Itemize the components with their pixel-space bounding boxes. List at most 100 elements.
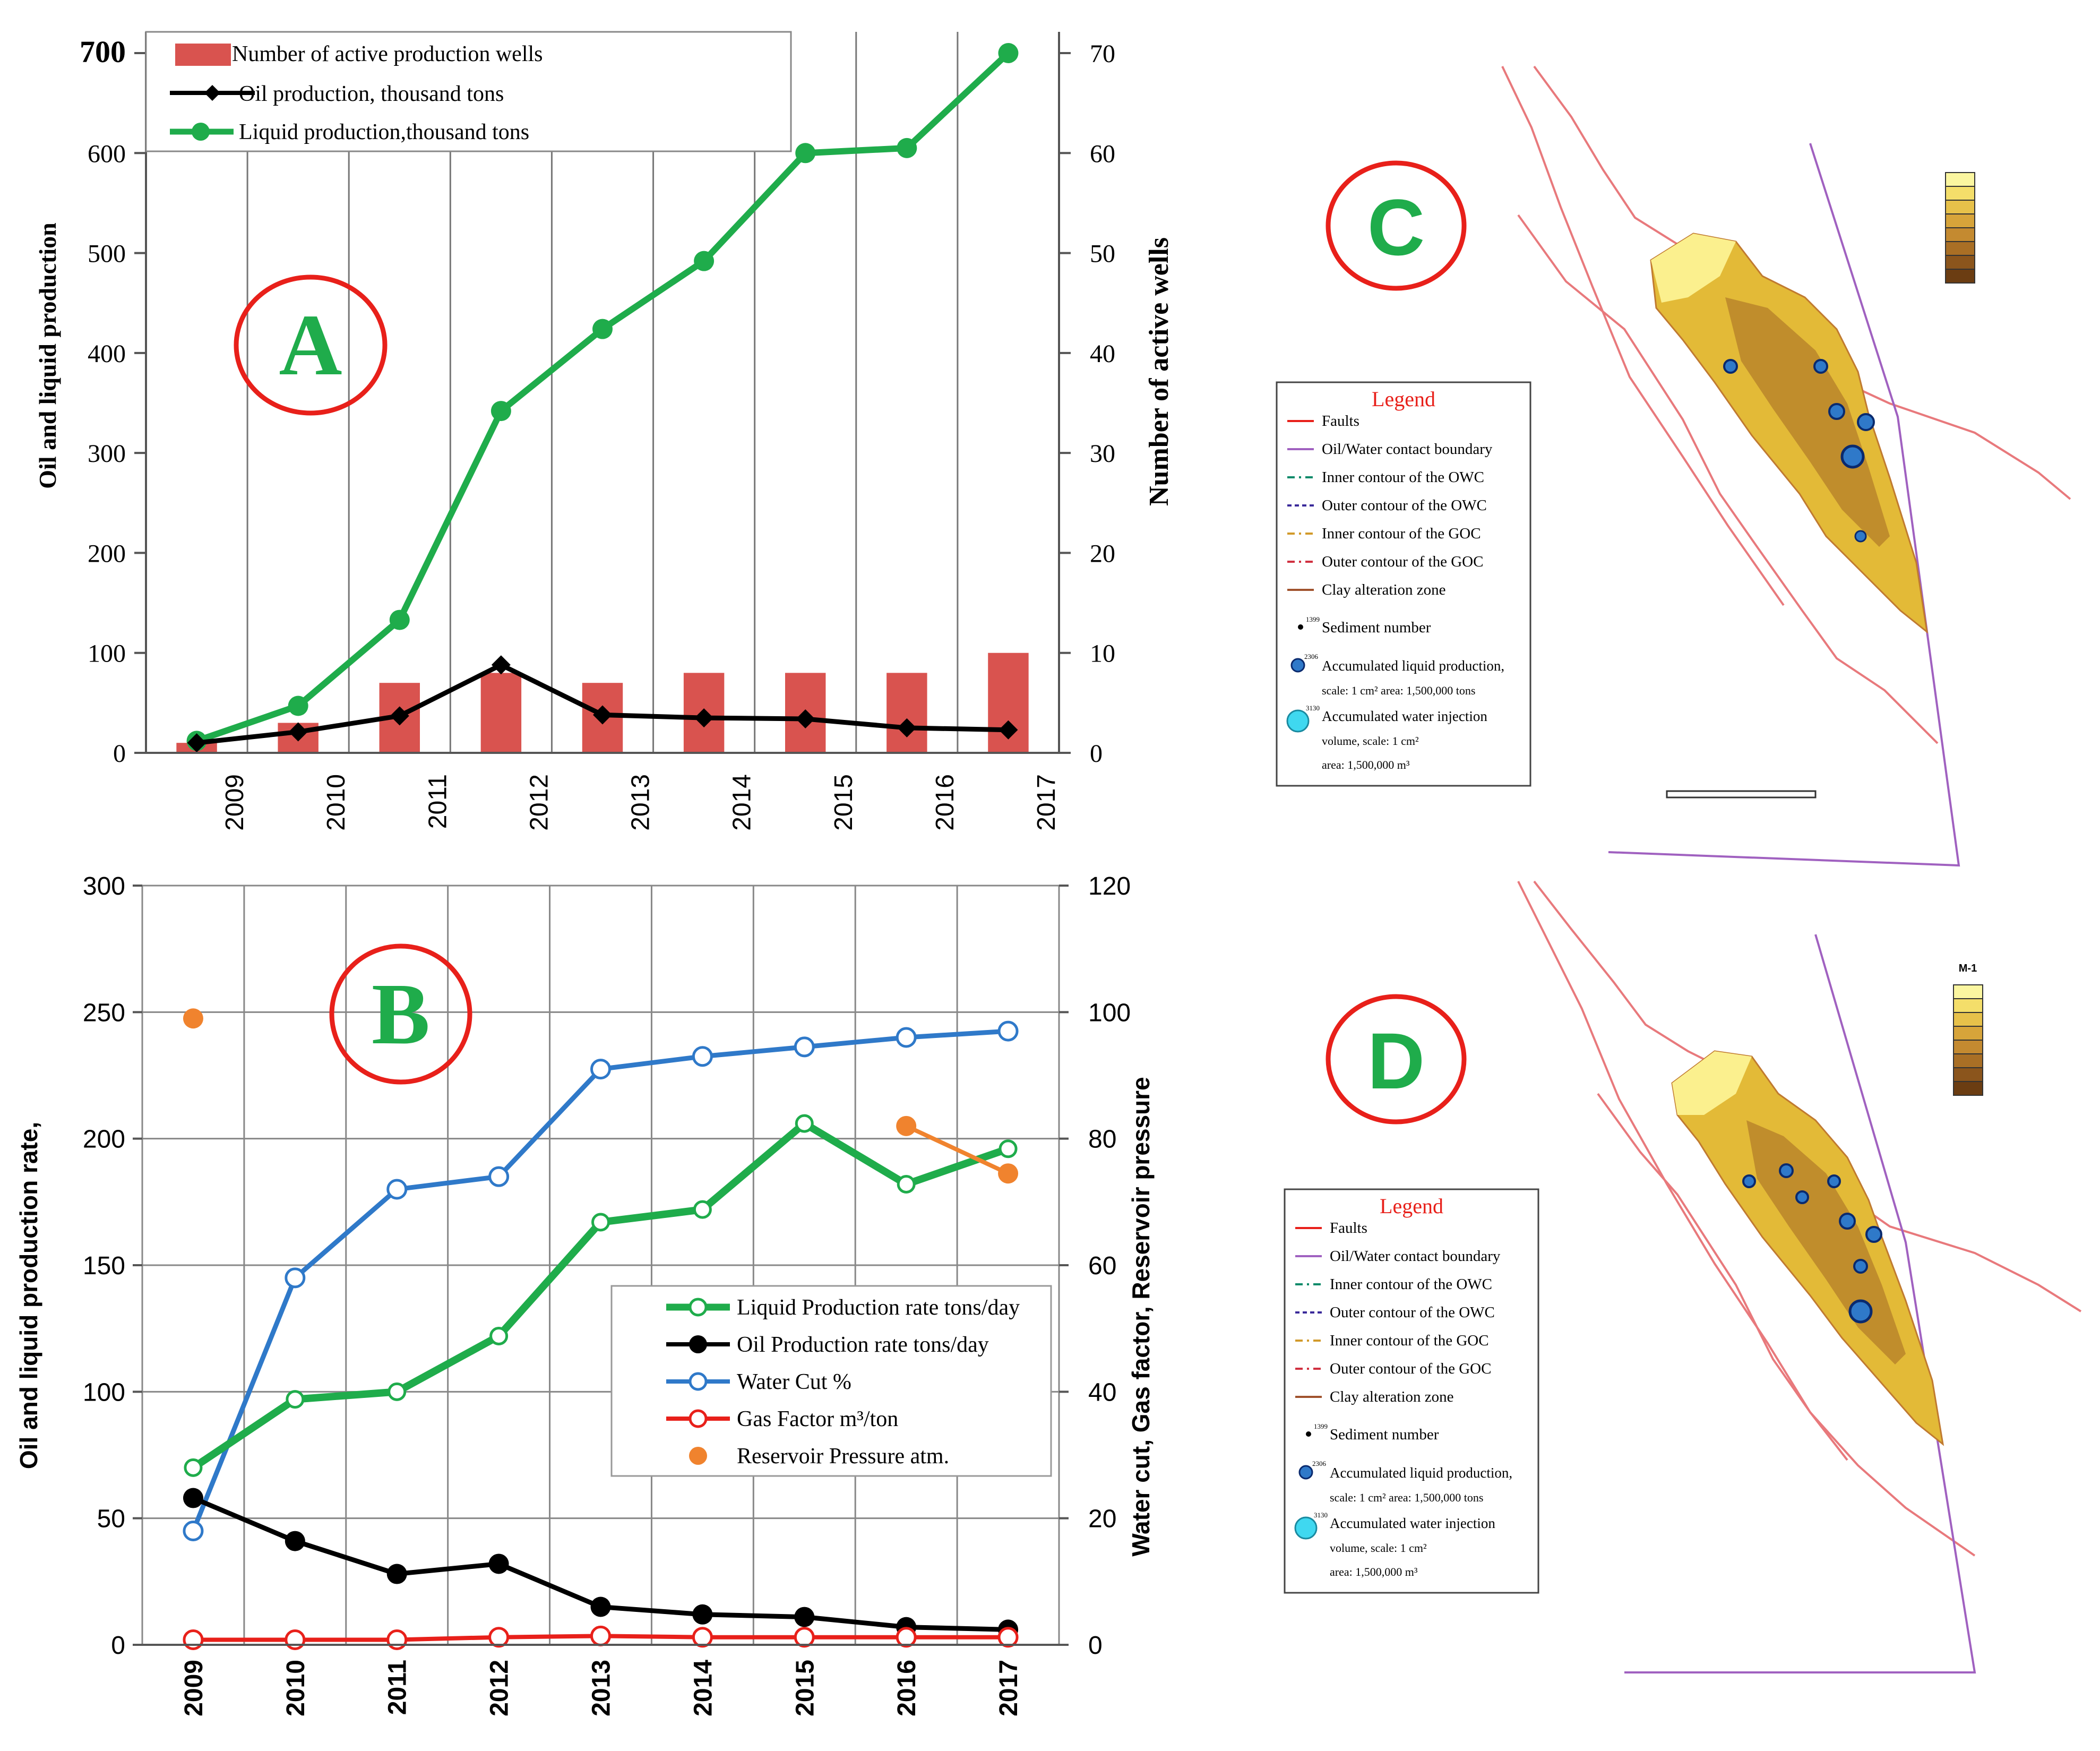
y-left-tick-label: 700	[80, 35, 126, 69]
x-tick-label: 2013	[627, 774, 655, 831]
y-right-tick-label: 40	[1088, 1378, 1116, 1406]
chart-b-legend: Liquid Production rate tons/day Oil Produ…	[610, 1285, 1052, 1477]
y-right-tick-label: 100	[1088, 999, 1131, 1027]
legend-code: 2306	[1312, 1460, 1327, 1467]
panel-label-c-circle	[1326, 160, 1467, 291]
map-d-fault-line	[1597, 1093, 1976, 1557]
point-liquid-production	[897, 138, 917, 158]
chart-a-y-right-label: Number of active wells	[1144, 237, 1174, 506]
x-tick-label: 2014	[689, 1660, 717, 1716]
legend-label: Outer contour of the OWC	[1330, 1304, 1495, 1321]
point-oil-rate	[590, 1596, 611, 1617]
map-d-deposit-edge	[1672, 1051, 1752, 1115]
legend-label: Accumulated water injection	[1322, 708, 1487, 724]
legend-code: 1399	[1306, 615, 1320, 623]
point-water-cut	[794, 1036, 815, 1058]
y-right-tick-label: 120	[1088, 872, 1131, 900]
chart-a-axes: 0 100 200 300 400 500 600 700 0 10 20 30 40 50 60 70 200…	[80, 32, 1115, 831]
point-oil-production	[694, 708, 714, 728]
y-right-tick-label: 0	[1088, 1632, 1103, 1660]
y-left-tick-label: 0	[111, 1632, 125, 1660]
point-oil-rate	[692, 1604, 713, 1625]
map-c-owc-boundary	[1608, 143, 1960, 867]
chart-b: 0 50 100 150 200 250 300 0 20 40 60 80 100 120 2009 201…	[15, 872, 1155, 1716]
panel-label-b-circle	[329, 943, 472, 1085]
chart-a-legend: Number of active production wells Oil pro…	[145, 31, 792, 152]
legend-label: area: 1,500,000 m³	[1322, 758, 1410, 771]
point-water-cut	[488, 1166, 510, 1187]
point-oil-production	[593, 705, 612, 725]
legend-label: Sediment number	[1330, 1426, 1439, 1443]
point-gas-factor	[590, 1625, 611, 1646]
y-right-tick-label: 0	[1090, 740, 1103, 768]
chart-a: 0 100 200 300 400 500 600 700 0 10 20 30 40 50 60 70 200…	[34, 31, 1174, 831]
y-left-tick-label: 600	[88, 140, 126, 168]
point-gas-factor	[692, 1627, 713, 1648]
x-tick-label: 2012	[486, 1660, 514, 1716]
map-c-well	[1840, 444, 1865, 469]
y-left-tick-label: 300	[83, 872, 125, 900]
series-reservoir-pressure-line	[905, 1124, 1009, 1175]
y-left-tick-label: 400	[88, 340, 126, 368]
y-left-tick-label: 500	[88, 240, 126, 268]
legend-marker	[688, 1409, 708, 1428]
map-c: C Legend Faults Oil/Water contact boundary…	[1276, 65, 2071, 867]
y-left-tick-label: 200	[88, 539, 126, 568]
chart-b-y-left-label: Oil and liquid production rate,	[15, 1122, 42, 1469]
map-c-fault-line	[1517, 214, 1939, 744]
panel-label-a-circle	[234, 274, 388, 416]
legend-marker-oil	[204, 85, 220, 101]
chart-b-axes: 0 50 100 150 200 250 300 0 20 40 60 80 100 120 2009 201…	[83, 872, 1131, 1716]
legend-box	[1276, 381, 1531, 787]
map-d: M-1 D Legend Faults Oil/Water contact boun…	[1284, 880, 2082, 1673]
point-water-cut	[692, 1046, 713, 1067]
point-gas-factor	[183, 1629, 204, 1650]
map-d-owc-boundary	[1624, 934, 1976, 1673]
legend-label: Liquid production,thousand tons	[239, 120, 529, 144]
y-right-tick-label: 70	[1090, 40, 1115, 68]
panel-label-a: A	[279, 296, 342, 393]
x-tick-label: 2010	[282, 1660, 310, 1716]
x-tick-label: 2016	[893, 1660, 921, 1716]
y-left-tick-label: 200	[83, 1126, 125, 1154]
x-tick-label: 2012	[525, 774, 553, 831]
point-liquid-rate	[795, 1114, 814, 1133]
map-d-scale-title: M-1	[1959, 963, 1977, 974]
x-tick-label: 2015	[791, 1660, 819, 1716]
legend-label: Inner contour of the GOC	[1322, 525, 1481, 542]
legend-label: Faults	[1322, 413, 1359, 430]
legend-label: Outer contour of the GOC	[1322, 553, 1483, 570]
x-tick-label: 2009	[221, 774, 249, 831]
panel-label-c: C	[1367, 183, 1425, 272]
y-left-tick-label: 50	[97, 1505, 125, 1533]
map-c-scale-bar	[1666, 790, 1817, 799]
x-tick-label: 2011	[424, 774, 452, 829]
legend-title: Legend	[1380, 1194, 1443, 1218]
map-c-well	[1854, 530, 1867, 543]
y-right-tick-label: 60	[1090, 140, 1115, 168]
y-right-tick-label: 40	[1090, 340, 1115, 368]
map-c-well	[1828, 403, 1845, 420]
point-water-cut	[183, 1521, 204, 1541]
point-gas-factor	[285, 1629, 306, 1650]
series-liquid-production-line	[195, 50, 1011, 744]
legend-marker-injection	[1294, 1516, 1318, 1540]
y-right-tick-label: 80	[1088, 1126, 1116, 1154]
map-d-well	[1742, 1174, 1756, 1188]
y-right-tick-label: 20	[1088, 1505, 1116, 1533]
legend-label: Oil Production rate tons/day	[737, 1333, 989, 1357]
map-d-well	[1827, 1174, 1841, 1188]
map-c-well	[1723, 359, 1738, 374]
point-oil-production	[187, 733, 206, 753]
x-tick-label: 2010	[322, 774, 350, 831]
legend-label: Number of active production wells	[232, 42, 543, 66]
legend-label: Water Cut %	[737, 1370, 851, 1394]
point-liquid-production	[694, 251, 715, 271]
point-liquid-production	[998, 43, 1019, 63]
x-tick-label: 2011	[384, 1660, 412, 1715]
point-liquid-rate	[489, 1326, 509, 1345]
legend-label: Clay alteration zone	[1322, 581, 1446, 598]
point-water-cut	[590, 1059, 611, 1080]
x-tick-label: 2015	[830, 774, 858, 831]
legend-box	[1284, 1188, 1539, 1594]
